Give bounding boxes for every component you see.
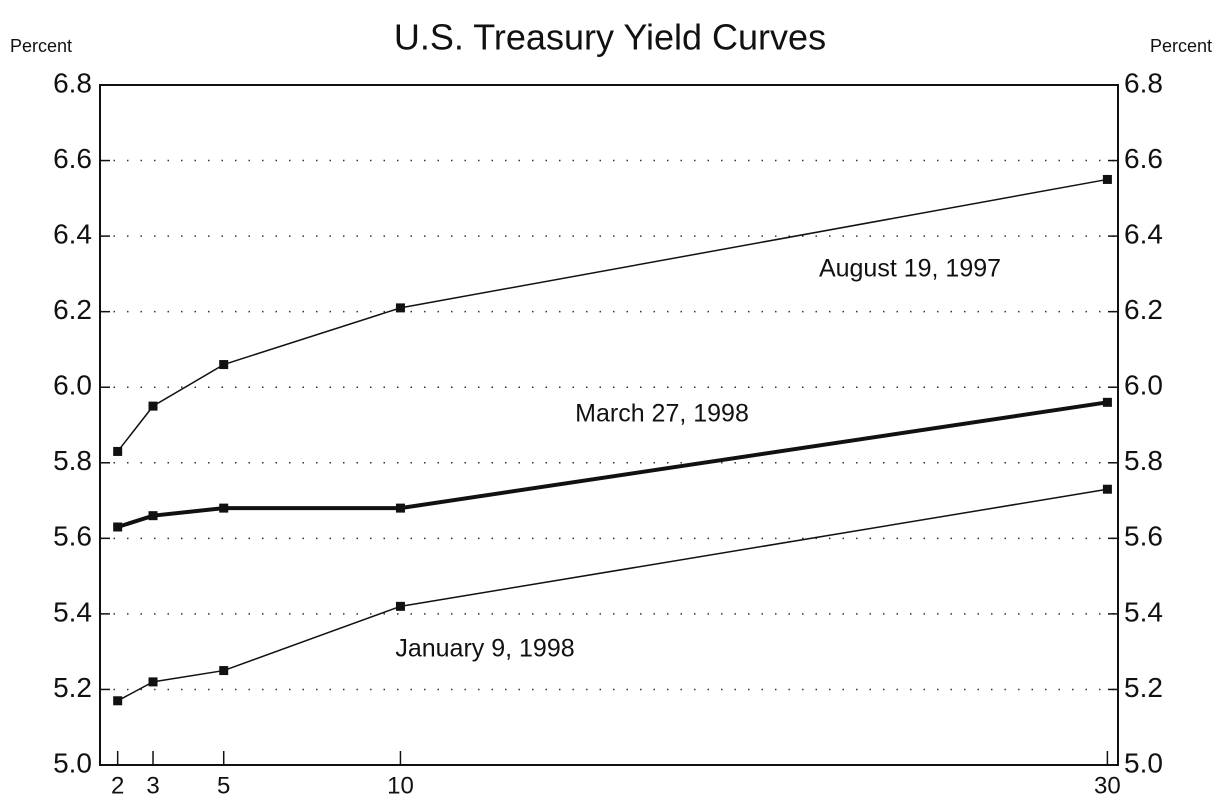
series-label: March 27, 1998 xyxy=(575,400,749,428)
point-marker xyxy=(148,401,158,411)
x-tick-label: 10 xyxy=(387,772,414,799)
y-tick-label: 6.8 xyxy=(53,67,92,98)
y2-tick-label: 6.4 xyxy=(1124,219,1163,250)
y-tick-label: 5.0 xyxy=(53,747,92,778)
point-marker xyxy=(1102,174,1112,184)
series-line xyxy=(117,488,1108,702)
x-tick-label: 3 xyxy=(146,772,159,799)
point-marker xyxy=(1102,484,1112,494)
y-tick-label: 6.2 xyxy=(53,294,92,325)
x-tick-label: 5 xyxy=(217,772,230,799)
y-tick-label: 6.6 xyxy=(53,143,92,174)
point-marker xyxy=(219,360,229,370)
point-marker xyxy=(395,503,405,513)
series-label: August 19, 1997 xyxy=(819,255,1001,283)
x-tick-label: 30 xyxy=(1094,772,1121,799)
point-marker xyxy=(113,446,123,456)
point-marker xyxy=(395,303,405,313)
y2-tick-label: 5.0 xyxy=(1124,747,1163,778)
y-tick-label: 6.4 xyxy=(53,219,92,250)
point-marker xyxy=(219,503,229,513)
y-tick-label: 5.8 xyxy=(53,445,92,476)
point-marker xyxy=(148,511,158,521)
y-tick-label: 5.6 xyxy=(53,521,92,552)
point-marker xyxy=(395,601,405,611)
y2-axis-label: Percent xyxy=(1150,36,1212,56)
y-tick-label: 5.4 xyxy=(53,596,92,627)
point-marker xyxy=(219,666,229,676)
x-tick-label: 2 xyxy=(111,772,124,799)
plot-frame xyxy=(99,84,1119,766)
y2-tick-label: 5.8 xyxy=(1124,445,1163,476)
y-axis-label: Percent xyxy=(10,36,72,56)
y-tick-label: 6.0 xyxy=(53,370,92,401)
y2-tick-label: 6.2 xyxy=(1124,294,1163,325)
y2-tick-label: 5.4 xyxy=(1124,596,1163,627)
y2-tick-label: 6.8 xyxy=(1124,67,1163,98)
point-marker xyxy=(1102,397,1112,407)
y2-tick-label: 6.6 xyxy=(1124,143,1163,174)
y2-tick-label: 5.6 xyxy=(1124,521,1163,552)
point-marker xyxy=(113,522,123,532)
y2-tick-label: 5.2 xyxy=(1124,672,1163,703)
series-label: January 9, 1998 xyxy=(395,635,574,663)
y-tick-label: 5.2 xyxy=(53,672,92,703)
point-marker xyxy=(113,696,123,706)
y2-tick-label: 6.0 xyxy=(1124,370,1163,401)
point-marker xyxy=(148,677,158,687)
chart-title: U.S. Treasury Yield Curves xyxy=(394,17,826,58)
